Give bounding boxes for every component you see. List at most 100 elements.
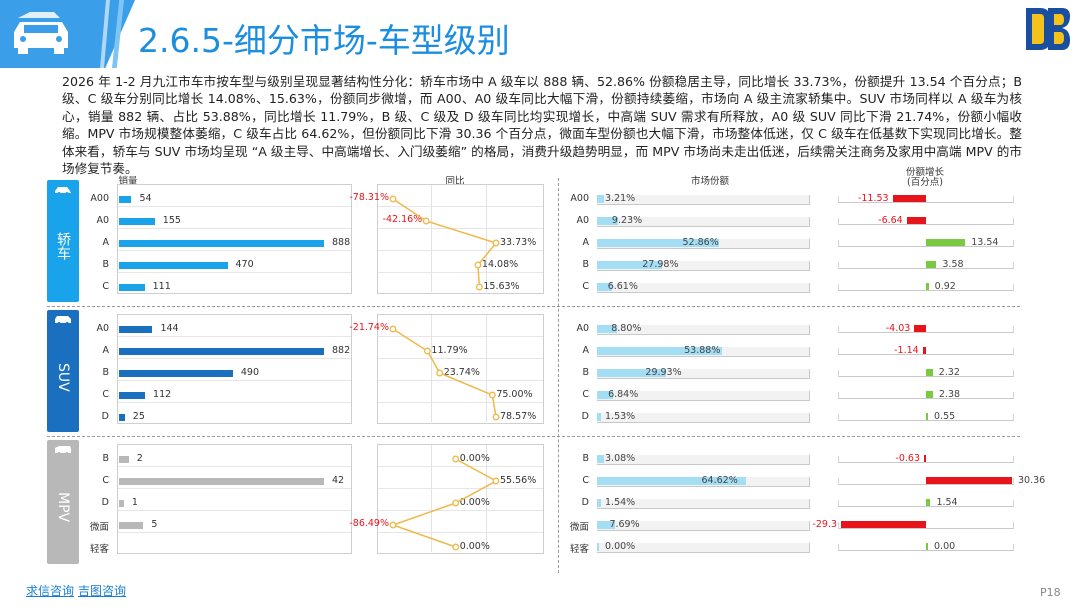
- yoy-value: 55.56%: [500, 475, 537, 486]
- sedan-icon: [55, 187, 71, 195]
- panel-gridline: [378, 402, 543, 403]
- share-value: 29.93%: [645, 367, 682, 378]
- segment-label: SUV: [55, 362, 71, 392]
- sales-value: 155: [162, 215, 181, 226]
- panel-gridline: [118, 336, 351, 337]
- category-label: C: [582, 389, 589, 400]
- share-growth-track: [838, 544, 1014, 551]
- panel-gridline: [378, 380, 543, 381]
- share-track: [597, 499, 810, 509]
- sales-bar: [119, 500, 124, 507]
- share-growth-bar: [926, 261, 937, 268]
- share-bar: [597, 477, 747, 485]
- panel-gridline: [485, 315, 487, 422]
- panel-gridline: [485, 445, 487, 552]
- yoy-value: 23.74%: [443, 367, 480, 378]
- share-growth-bar: [926, 239, 966, 246]
- panel-gridline: [118, 532, 351, 533]
- share-track: [597, 543, 810, 553]
- yoy-line-chart: [389, 195, 500, 291]
- share-value: 6.61%: [607, 281, 638, 292]
- share-growth-bar: [926, 499, 931, 506]
- share-track: [597, 455, 810, 465]
- page-title: 2.6.5-细分市场-车型级别: [138, 21, 510, 60]
- share-bar: [597, 499, 601, 507]
- panel-gridline: [118, 272, 351, 273]
- share-growth-bar: [922, 347, 926, 354]
- share-growth-value: 2.32: [938, 367, 960, 378]
- share-growth-track: [838, 392, 1014, 399]
- sales-value: 5: [151, 519, 158, 530]
- share-bar: [597, 543, 599, 551]
- db-logo-icon: [1026, 8, 1070, 50]
- panel-gridline: [378, 488, 543, 489]
- category-label: C: [102, 389, 109, 400]
- segment-tab-sedan: 轿车: [47, 180, 79, 302]
- yoy-value: 0.00%: [459, 453, 490, 464]
- share-growth-bar: [906, 217, 926, 224]
- share-growth-track: [838, 370, 1014, 377]
- share-value: 1.54%: [605, 497, 636, 508]
- yoy-line-chart: [389, 325, 500, 421]
- share-value: 0.00%: [605, 541, 636, 552]
- category-label: A0: [96, 215, 109, 226]
- share-bar: [597, 391, 613, 399]
- share-track: [597, 369, 810, 379]
- share-bar: [597, 325, 618, 333]
- share-growth-value: 2.38: [938, 389, 961, 400]
- yoy-value: 33.73%: [500, 237, 537, 248]
- yoy-point: [492, 239, 500, 247]
- share-growth-value: 1.54: [936, 497, 958, 508]
- share-track: [597, 283, 810, 293]
- footer-link-jitu[interactable]: 吉图咨询: [78, 584, 127, 598]
- share-header: 市场份额: [690, 176, 729, 187]
- panel-gridline: [378, 466, 543, 467]
- sales-panel: [117, 314, 352, 424]
- share-growth-bar: [924, 455, 926, 462]
- sales-header: 销量: [118, 176, 138, 187]
- panel-gridline: [378, 206, 543, 207]
- share-growth-value: 0.92: [934, 281, 956, 292]
- panel-gridline: [118, 466, 351, 467]
- panel-gridline: [118, 206, 351, 207]
- yoy-point: [389, 325, 397, 333]
- share-bar: [597, 239, 720, 247]
- yoy-value: 0.00%: [459, 497, 490, 508]
- panel-gridline: [378, 358, 543, 359]
- sales-value: 111: [152, 281, 171, 292]
- share-growth-track: [838, 478, 1014, 485]
- header-stripe: [100, 0, 110, 68]
- page-number: P18: [1040, 586, 1061, 599]
- panel-gridline: [485, 185, 487, 292]
- category-label: B: [102, 453, 109, 464]
- share-growth-unit: (百分点): [907, 177, 943, 188]
- panel-gridline: [378, 510, 543, 511]
- panel-gridline: [378, 250, 543, 251]
- sales-value: 54: [139, 193, 152, 204]
- share-track: [597, 261, 810, 271]
- category-label: D: [581, 411, 589, 422]
- share-growth-track: [838, 348, 1014, 355]
- share-growth-bar: [926, 283, 929, 290]
- share-value: 27.98%: [642, 259, 679, 270]
- panel-gridline: [118, 510, 351, 511]
- share-track: [597, 325, 810, 335]
- sales-bar: [119, 522, 144, 529]
- share-track: [597, 217, 810, 227]
- yoy-value: 0.00%: [459, 541, 490, 552]
- column-divider: [558, 178, 559, 573]
- share-growth-bar: [926, 413, 928, 420]
- yoy-header: 同比: [445, 176, 465, 187]
- sales-value: 490: [240, 367, 260, 378]
- sales-value: 112: [153, 389, 172, 400]
- share-growth-track: [838, 218, 1014, 225]
- sales-value: 42: [332, 475, 345, 486]
- yoy-point: [492, 413, 500, 421]
- footer-link-qiuxin[interactable]: 求信咨询: [26, 584, 75, 598]
- category-label: A0: [576, 215, 589, 226]
- share-growth-track: [838, 240, 1014, 247]
- segment-divider: [47, 306, 1020, 307]
- category-label: B: [582, 367, 589, 378]
- share-growth-value: -4.03: [885, 323, 911, 334]
- yoy-point: [422, 217, 430, 225]
